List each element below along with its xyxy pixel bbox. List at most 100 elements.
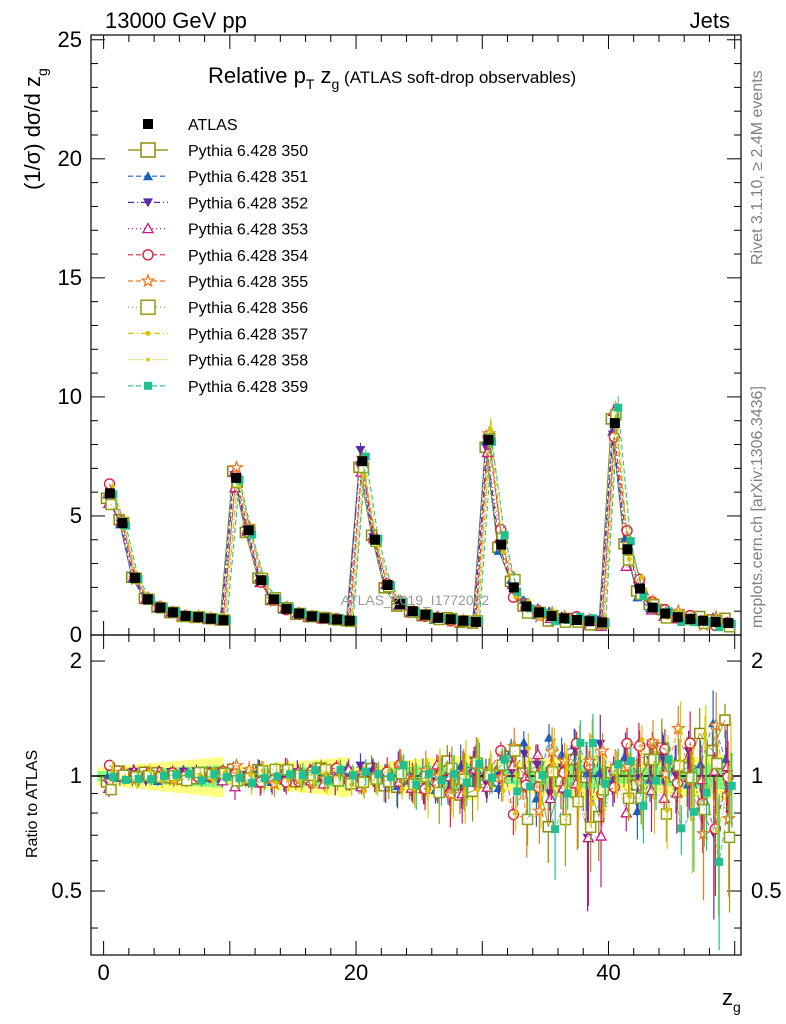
legend-marker — [140, 142, 156, 158]
mcplots-reference-label: mcplots.cern.ch [arXiv:1306.3436] — [749, 386, 766, 628]
y-tick-label: 20 — [58, 146, 82, 171]
title-part-g: g — [332, 76, 340, 92]
ratio-point — [424, 769, 433, 778]
data-point — [551, 617, 560, 626]
main-plot-marks — [100, 396, 737, 633]
ratio-point — [721, 810, 737, 826]
ratio-point — [147, 775, 156, 784]
atlas-data-point — [104, 488, 115, 499]
atlas-data-point — [294, 608, 305, 619]
y-tick-label: 25 — [58, 27, 82, 52]
title-part-p: Relative p — [208, 63, 306, 88]
legend-marker — [143, 198, 153, 208]
atlas-data-point — [130, 572, 141, 583]
ratio-point — [689, 807, 698, 816]
header-energy-label: 13000 GeV pp — [105, 8, 247, 33]
title-part-z: z — [314, 63, 331, 88]
ratio-point — [639, 801, 648, 810]
atlas-data-point — [660, 608, 671, 619]
ratio-point — [387, 772, 396, 781]
atlas-data-point — [269, 594, 280, 605]
ylabel-sub: g — [34, 68, 50, 76]
ratio-point — [229, 757, 244, 772]
atlas-data-point — [584, 616, 595, 627]
atlas-data-point — [117, 518, 128, 529]
ratio-point — [572, 795, 584, 808]
atlas-data-point — [155, 602, 166, 613]
ratio-point — [172, 770, 181, 779]
series-line — [106, 431, 726, 623]
atlas-data-point — [306, 611, 317, 622]
atlas-data-point — [180, 610, 191, 621]
atlas-data-point — [521, 601, 532, 612]
data-point — [105, 498, 117, 511]
ratio-point — [260, 774, 269, 783]
atlas-data-point — [609, 418, 620, 429]
legend-marker — [141, 222, 155, 234]
main-plot-panel: 0 5 10 15 20 25 ATLAS_2019_I1772062 — [58, 27, 742, 647]
atlas-data-point — [571, 615, 582, 625]
atlas-data-point — [193, 612, 204, 623]
ratio-y-tick-label: 0.5 — [751, 878, 782, 903]
legend-marker — [146, 357, 150, 362]
ratio-point — [648, 753, 660, 766]
ratio-point — [531, 748, 545, 760]
xlabel-g: g — [733, 999, 741, 1015]
atlas-data-point — [458, 615, 469, 626]
ratio-point — [412, 780, 421, 789]
atlas-data-point — [672, 612, 683, 623]
ratio-y-tick-label: 2 — [70, 648, 82, 673]
atlas-data-point — [685, 614, 696, 625]
ylabel-main: (1/σ) dσ/d z — [20, 76, 45, 190]
ratio-point — [698, 803, 711, 816]
analysis-watermark: ATLAS_2019_I1772062 — [341, 592, 490, 608]
ratio-point — [677, 788, 683, 794]
ratio-point — [594, 829, 608, 841]
atlas-data-point — [647, 602, 658, 613]
series-line — [110, 414, 730, 628]
ratio-series-line — [110, 749, 730, 838]
ratio-series-line — [110, 725, 730, 834]
ratio-point — [565, 767, 569, 772]
atlas-data-point — [483, 434, 494, 445]
main-axis-ticks: 0 5 10 15 20 25 — [58, 27, 741, 647]
x-axis-label: zg — [722, 985, 741, 1015]
ratio-point — [521, 813, 534, 826]
x-tick-label: 20 — [344, 960, 368, 985]
ratio-y-tick-label: 1 — [70, 763, 82, 788]
legend-label: Pythia 6.428 357 — [188, 326, 308, 343]
legend-marker — [143, 171, 153, 181]
atlas-data-point — [319, 613, 330, 624]
ratio-y-tick-label: 2 — [751, 648, 763, 673]
ratio-point — [361, 767, 370, 776]
ratio-series-359 — [109, 713, 736, 951]
y-tick-label: 5 — [70, 503, 82, 528]
data-point — [626, 556, 632, 562]
legend-label: Pythia 6.428 356 — [188, 300, 308, 317]
atlas-data-point — [142, 594, 153, 605]
atlas-data-point — [205, 613, 216, 624]
ratio-point — [222, 772, 231, 781]
legend-marker — [140, 273, 156, 288]
atlas-data-point — [407, 606, 418, 617]
atlas-data-point — [433, 612, 444, 623]
atlas-data-point — [546, 610, 557, 621]
ratio-point — [531, 803, 547, 818]
atlas-data-point — [281, 603, 292, 614]
ratio-point — [487, 773, 496, 782]
ratio-y-tick-label: 0.5 — [51, 878, 82, 903]
atlas-data-point — [231, 472, 242, 483]
ratio-point — [622, 792, 635, 805]
x-tick-label: 0 — [97, 960, 109, 985]
ratio-plot-marks — [100, 690, 737, 951]
ratio-y-axis-label: Ratio to ATLAS — [24, 750, 41, 858]
ratio-y-tick-label: 1 — [751, 763, 763, 788]
atlas-data-point — [168, 607, 179, 618]
ratio-point — [312, 779, 317, 784]
legend-marker — [142, 249, 154, 261]
rivet-version-label: Rivet 3.1.10, ≥ 2.4M events — [749, 70, 766, 265]
ratio-point — [433, 786, 445, 799]
atlas-data-point — [723, 618, 734, 629]
atlas-data-point — [496, 539, 507, 550]
legend-label: Pythia 6.428 354 — [188, 248, 308, 265]
